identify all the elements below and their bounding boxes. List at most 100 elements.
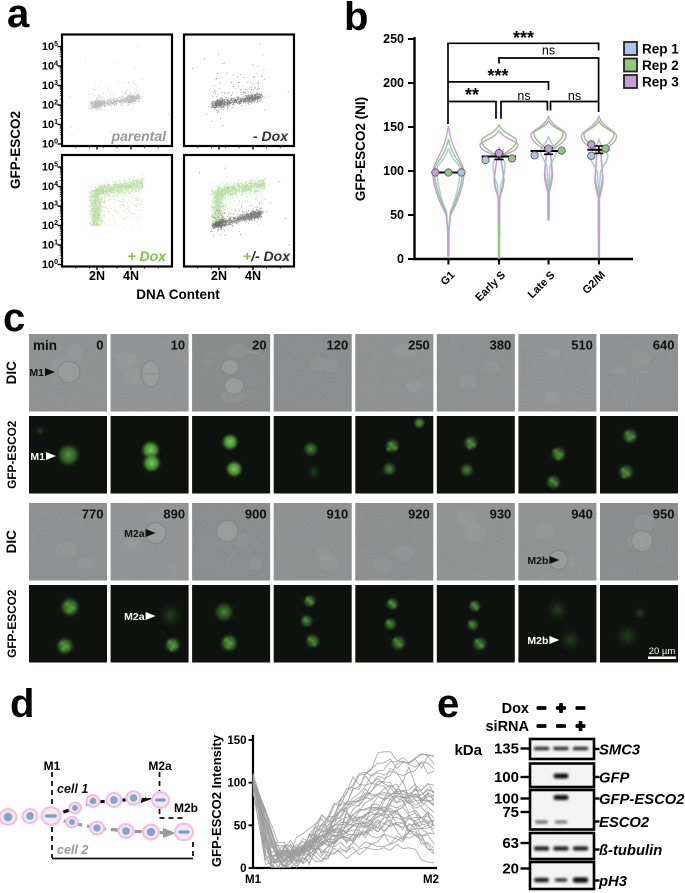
svg-text:380: 380 bbox=[490, 338, 512, 353]
svg-text:100: 100 bbox=[227, 778, 246, 790]
svg-text:102: 102 bbox=[42, 100, 58, 112]
svg-text:min: min bbox=[33, 338, 57, 353]
svg-text:100: 100 bbox=[494, 769, 519, 786]
svg-text:63: 63 bbox=[502, 835, 519, 852]
svg-text:930: 930 bbox=[490, 507, 512, 522]
svg-text:- Dox: - Dox bbox=[253, 128, 289, 144]
svg-text:75: 75 bbox=[502, 804, 519, 821]
svg-text:2N: 2N bbox=[89, 269, 105, 283]
svg-text:d: d bbox=[10, 682, 34, 726]
svg-text:GFP-ESCO2 Intensity: GFP-ESCO2 Intensity bbox=[209, 734, 224, 867]
svg-text:M1: M1 bbox=[29, 367, 44, 379]
svg-text:GFP-ESCO2: GFP-ESCO2 bbox=[8, 111, 23, 189]
svg-text:950: 950 bbox=[653, 507, 675, 522]
svg-text:104: 104 bbox=[42, 61, 58, 73]
svg-text:Early S: Early S bbox=[473, 269, 508, 304]
svg-text:+/- Dox: +/- Dox bbox=[243, 248, 291, 264]
svg-text:M2a: M2a bbox=[124, 611, 145, 623]
svg-text:50: 50 bbox=[390, 208, 404, 222]
svg-text:2N: 2N bbox=[211, 269, 227, 283]
svg-text:M2b: M2b bbox=[527, 555, 548, 567]
svg-text:Rep 2: Rep 2 bbox=[642, 58, 679, 73]
svg-text:cell 2: cell 2 bbox=[57, 843, 88, 857]
svg-text:105: 105 bbox=[42, 41, 58, 53]
svg-text:parental: parental bbox=[111, 128, 168, 144]
svg-text:Rep 1: Rep 1 bbox=[642, 42, 679, 57]
svg-text:M2: M2 bbox=[423, 874, 439, 886]
svg-text:101: 101 bbox=[42, 240, 58, 252]
svg-text:4N: 4N bbox=[245, 269, 261, 283]
svg-text:890: 890 bbox=[163, 507, 185, 522]
svg-text:910: 910 bbox=[326, 507, 348, 522]
svg-text:100: 100 bbox=[383, 164, 404, 178]
svg-text:0: 0 bbox=[96, 338, 103, 353]
svg-text:M2b: M2b bbox=[174, 801, 198, 815]
svg-text:101: 101 bbox=[42, 119, 58, 131]
svg-text:G2/M: G2/M bbox=[581, 269, 609, 297]
svg-text:M1: M1 bbox=[245, 874, 262, 886]
svg-text:Dox: Dox bbox=[502, 701, 529, 717]
svg-text:100: 100 bbox=[42, 139, 58, 151]
svg-text:GFP-ESCO2: GFP-ESCO2 bbox=[5, 420, 19, 489]
svg-text:900: 900 bbox=[245, 507, 267, 522]
svg-text:100: 100 bbox=[42, 259, 58, 271]
svg-text:DNA Content: DNA Content bbox=[136, 287, 220, 302]
svg-text:+ Dox: + Dox bbox=[127, 248, 167, 264]
svg-text:pH3: pH3 bbox=[598, 874, 628, 890]
svg-text:104: 104 bbox=[42, 181, 58, 193]
svg-text:135: 135 bbox=[494, 741, 519, 758]
svg-text:640: 640 bbox=[653, 338, 675, 353]
svg-text:M2a: M2a bbox=[124, 528, 145, 540]
svg-text:20: 20 bbox=[252, 338, 266, 353]
svg-text:ß-tubulin: ß-tubulin bbox=[599, 843, 662, 859]
svg-text:a: a bbox=[7, 0, 30, 36]
svg-text:M2a: M2a bbox=[148, 759, 172, 773]
svg-text:ESCO2: ESCO2 bbox=[599, 815, 650, 831]
svg-text:b: b bbox=[344, 0, 368, 39]
svg-text:940: 940 bbox=[571, 507, 593, 522]
svg-text:120: 120 bbox=[326, 338, 348, 353]
svg-text:100: 100 bbox=[494, 791, 519, 808]
svg-text:20: 20 bbox=[502, 861, 519, 878]
svg-text:ns: ns bbox=[517, 89, 530, 103]
svg-text:siRNA: siRNA bbox=[485, 719, 529, 735]
svg-text:103: 103 bbox=[42, 201, 58, 213]
svg-text:GFP-ESCO2 (NI): GFP-ESCO2 (NI) bbox=[353, 97, 368, 201]
svg-text:250: 250 bbox=[383, 32, 404, 46]
svg-text:kDa: kDa bbox=[454, 742, 482, 759]
svg-text:50: 50 bbox=[234, 820, 247, 832]
svg-text:Rep 3: Rep 3 bbox=[642, 75, 679, 90]
svg-text:e: e bbox=[437, 682, 459, 726]
svg-text:0: 0 bbox=[397, 252, 404, 266]
svg-text:10: 10 bbox=[171, 338, 185, 353]
svg-text:4N: 4N bbox=[123, 269, 139, 283]
svg-text:103: 103 bbox=[42, 80, 58, 92]
svg-text:150: 150 bbox=[383, 120, 404, 134]
svg-text:DIC: DIC bbox=[4, 361, 19, 385]
svg-text:ns: ns bbox=[568, 89, 581, 103]
svg-text:250: 250 bbox=[408, 338, 430, 353]
svg-text:GFP-ESCO2: GFP-ESCO2 bbox=[5, 589, 19, 658]
svg-text:***: *** bbox=[513, 28, 534, 48]
svg-text:105: 105 bbox=[42, 162, 58, 174]
svg-text:Late S: Late S bbox=[526, 269, 558, 301]
svg-text:M1: M1 bbox=[44, 759, 61, 773]
svg-text:M2b: M2b bbox=[527, 635, 548, 647]
svg-text:SMC3: SMC3 bbox=[599, 743, 641, 759]
svg-text:GFP-ESCO2: GFP-ESCO2 bbox=[599, 792, 685, 808]
svg-text:DIC: DIC bbox=[4, 530, 19, 554]
svg-text:***: *** bbox=[487, 66, 508, 86]
svg-text:M1: M1 bbox=[30, 451, 45, 463]
svg-text:770: 770 bbox=[82, 507, 104, 522]
svg-text:ns: ns bbox=[542, 44, 555, 58]
svg-text:510: 510 bbox=[571, 338, 593, 353]
svg-text:c: c bbox=[3, 296, 25, 340]
svg-text:102: 102 bbox=[42, 220, 58, 232]
svg-text:200: 200 bbox=[383, 76, 404, 90]
svg-text:cell 1: cell 1 bbox=[57, 782, 88, 796]
svg-text:GFP: GFP bbox=[599, 771, 630, 787]
svg-text:920: 920 bbox=[408, 507, 430, 522]
svg-text:0: 0 bbox=[240, 863, 246, 875]
svg-text:20 µm: 20 µm bbox=[649, 646, 676, 657]
svg-text:150: 150 bbox=[227, 735, 246, 747]
